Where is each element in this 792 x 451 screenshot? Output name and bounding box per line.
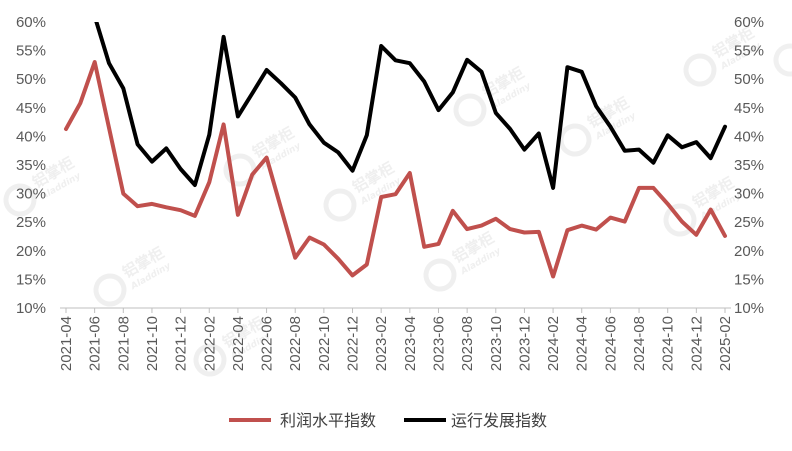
y-tick-label-right: 45%: [734, 100, 764, 117]
x-tick-label: 2023-04: [402, 316, 419, 371]
series-layer: [64, 22, 727, 279]
x-tick-label: 2023-12: [516, 316, 533, 371]
x-axis: 2021-04 2021-06 2021-08 2021-10 2021-12 2022-…: [58, 307, 734, 371]
x-tick-label: 2022-02: [201, 316, 218, 371]
y-tick-label-right: 30%: [734, 186, 764, 203]
legend-label: 利润水平指数: [280, 411, 376, 430]
watermark-logo-mark: [558, 123, 592, 157]
x-tick-label: 2024-08: [631, 316, 648, 371]
y-tick-label-left: 45%: [16, 100, 46, 117]
x-tick-label: 2024-04: [574, 316, 591, 371]
y-tick-label-right: 25%: [734, 214, 764, 231]
y-tick-label-left: 55%: [16, 43, 46, 60]
legend: 利润水平指数 运行发展指数: [229, 411, 547, 430]
y-tick-label-right: 55%: [734, 43, 764, 60]
y-axis-left: 10% 15% 20% 25% 30% 35% 40% 45% 50% 55% 60%: [16, 14, 46, 317]
y-tick-label-left: 60%: [16, 14, 46, 31]
y-tick-label-right: 10%: [734, 300, 764, 317]
x-tick-label: 2021-04: [58, 316, 75, 371]
x-tick-label: 2023-10: [488, 316, 505, 371]
watermark-logo-mark: [683, 53, 717, 87]
watermark-logo-mark: [93, 273, 127, 307]
watermark-logo-mark: [423, 258, 457, 292]
x-tick-label: 2023-02: [373, 316, 390, 371]
y-tick-label-left: 25%: [16, 214, 46, 231]
x-tick-label: 2024-02: [545, 316, 562, 371]
x-tick-label: 2021-08: [115, 316, 132, 371]
x-tick-label: 2024-06: [602, 316, 619, 371]
x-tick-label: 2025-02: [717, 316, 734, 371]
x-tick-label: 2023-08: [459, 316, 476, 371]
watermark-logo-mark: [773, 43, 792, 77]
y-tick-label-left: 50%: [16, 71, 46, 88]
x-tick-label: 2024-12: [688, 316, 705, 371]
legend-label: 运行发展指数: [451, 411, 547, 430]
y-axis-right: 10% 15% 20% 25% 30% 35% 40% 45% 50% 55% 60%: [734, 14, 764, 317]
x-tick-label: 2023-06: [430, 316, 447, 371]
y-tick-label-right: 20%: [734, 243, 764, 260]
legend-item: 运行发展指数: [404, 411, 547, 430]
y-tick-label-left: 40%: [16, 128, 46, 145]
watermark-logo-mark: [223, 153, 257, 187]
x-tick-label: 2022-10: [316, 316, 333, 371]
x-tick-label: 2021-12: [173, 316, 190, 371]
x-tick-label: 2024-10: [660, 316, 677, 371]
y-tick-label-left: 20%: [16, 243, 46, 260]
watermark-logo-mark: [323, 188, 357, 222]
y-tick-label-left: 30%: [16, 186, 46, 203]
y-tick-label-right: 35%: [734, 157, 764, 174]
x-tick-label: 2022-08: [287, 316, 304, 371]
watermark-logo-mark: [3, 183, 37, 217]
legend-item: 利润水平指数: [229, 411, 376, 430]
x-tick-label: 2021-06: [87, 316, 104, 371]
watermark-logo-mark: [453, 93, 487, 127]
y-tick-label-right: 60%: [734, 14, 764, 31]
y-tick-label-right: 15%: [734, 271, 764, 288]
x-tick-label: 2022-12: [345, 316, 362, 371]
watermark-logo-mark: [193, 343, 227, 377]
y-tick-label-left: 15%: [16, 271, 46, 288]
series-line-profit-level-index: [64, 60, 727, 279]
y-tick-label-left: 35%: [16, 157, 46, 174]
y-tick-label-right: 40%: [734, 128, 764, 145]
y-tick-label-left: 10%: [16, 300, 46, 317]
series-line-operation-development-index: [94, 22, 727, 190]
y-tick-label-right: 50%: [734, 71, 764, 88]
x-tick-label: 2022-04: [230, 316, 247, 371]
x-tick-label: 2021-10: [144, 316, 161, 371]
x-tick-label: 2022-06: [259, 316, 276, 371]
